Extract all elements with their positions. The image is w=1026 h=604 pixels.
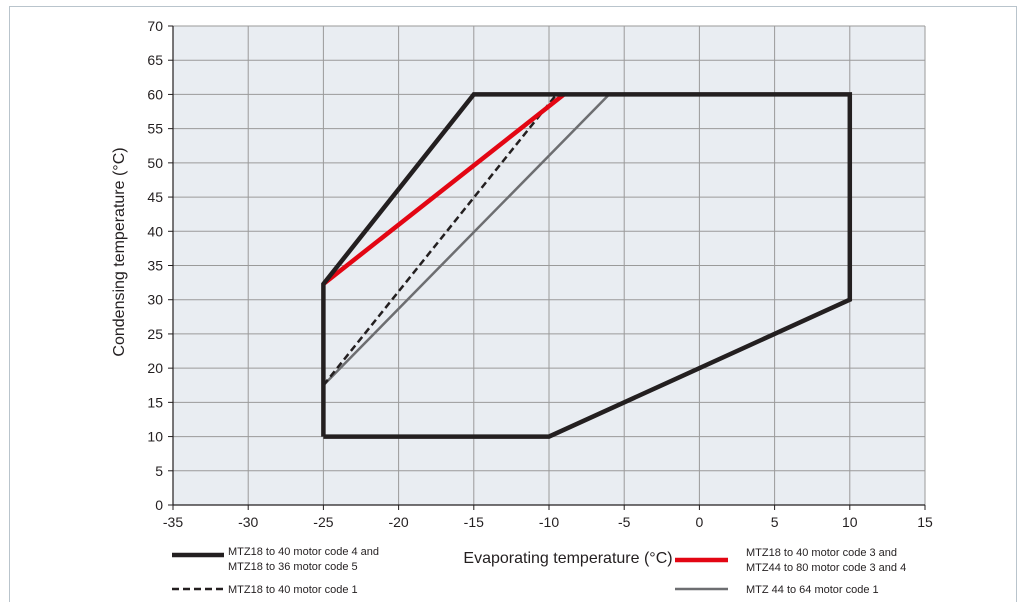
x-tick-label: -5	[618, 514, 631, 530]
y-axis-label: Condensing temperature (°C)	[111, 147, 128, 356]
legend: MTZ18 to 40 motor code 4 and MTZ18 to 36…	[172, 546, 906, 596]
legend-item-code34: MTZ18 to 40 motor code 3 and MTZ44 to 80…	[675, 547, 906, 574]
legend-label-code1: MTZ18 to 40 motor code 1	[228, 584, 358, 596]
legend-item-mtz44: MTZ 44 to 64 motor code 1	[675, 584, 879, 596]
x-tick-label: -25	[313, 514, 333, 530]
x-tick-label: 10	[842, 514, 858, 530]
y-tick-label: 35	[147, 258, 163, 274]
y-tick-label: 10	[147, 429, 163, 445]
legend-label-envelope-1: MTZ18 to 40 motor code 4 and	[228, 546, 379, 558]
x-tick-label: -20	[388, 514, 408, 530]
legend-label-code34-2: MTZ44 to 80 motor code 3 and 4	[746, 562, 906, 574]
series-line-mtz44	[322, 93, 611, 387]
legend-label-code34-1: MTZ18 to 40 motor code 3 and	[746, 547, 897, 559]
x-tick-label: 15	[917, 514, 933, 530]
y-tick-label: 30	[147, 292, 163, 308]
y-tick-label: 50	[147, 155, 163, 171]
x-tick-label: 5	[771, 514, 779, 530]
y-tick-label: 20	[147, 360, 163, 376]
x-axis-label: Evaporating temperature (°C)	[463, 550, 672, 567]
y-tick-label: 65	[147, 52, 163, 68]
x-tick-label: -10	[539, 514, 559, 530]
figure-frame	[9, 6, 1017, 602]
x-axis-ticks: -35 -30 -25 -20 -15 -10 -5 0 5 10 15	[163, 505, 933, 530]
x-tick-label: 0	[696, 514, 704, 530]
x-tick-label: -15	[464, 514, 484, 530]
legend-item-envelope: MTZ18 to 40 motor code 4 and MTZ18 to 36…	[172, 546, 379, 573]
y-tick-label: 55	[147, 121, 163, 137]
legend-label-envelope-2: MTZ18 to 36 motor code 5	[228, 561, 358, 573]
y-tick-label: 70	[147, 18, 163, 34]
y-tick-label: 25	[147, 326, 163, 342]
series-line-code1	[322, 93, 558, 387]
x-tick-label: -30	[238, 514, 258, 530]
y-tick-label: 5	[155, 463, 163, 479]
y-tick-label: 0	[155, 497, 163, 513]
x-tick-label: -35	[163, 514, 183, 530]
y-tick-label: 60	[147, 86, 163, 102]
legend-label-mtz44: MTZ 44 to 64 motor code 1	[746, 584, 879, 596]
legend-item-code1: MTZ18 to 40 motor code 1	[172, 584, 358, 596]
y-tick-label: 40	[147, 223, 163, 239]
series-layer	[321, 92, 853, 439]
series-line-envelope	[321, 92, 853, 439]
y-tick-label: 45	[147, 189, 163, 205]
series-line-code34	[322, 92, 566, 286]
y-tick-label: 15	[147, 394, 163, 410]
y-axis-ticks: 0 5 10 15 20 25 30 35 40 45 50 55 60 65 70	[147, 18, 173, 513]
